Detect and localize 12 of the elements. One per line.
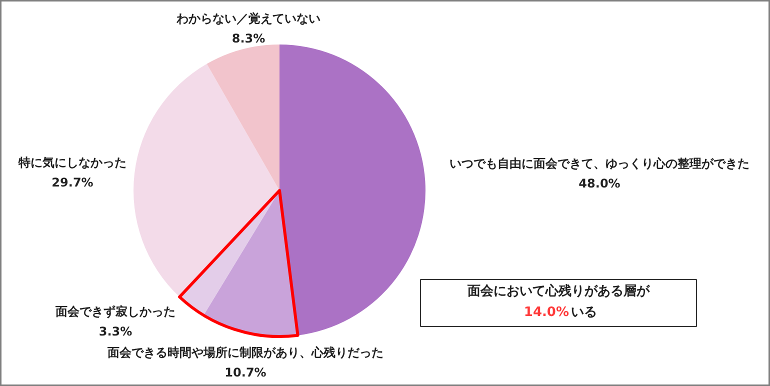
slice-label: わからない／覚えていない <box>176 12 320 26</box>
data-label: 29.7% <box>52 176 94 190</box>
slice-label: 面会できる時間や場所に制限があり、心残りだった <box>106 346 384 360</box>
slice-label: いつでも自由に面会できて、ゆっくり心の整理ができた <box>450 156 750 170</box>
text: 14.0%いる <box>524 305 597 320</box>
slice-label: 面会できず寂しかった <box>54 304 176 318</box>
data-label: 8.3% <box>232 32 266 46</box>
data-label: 10.7% <box>224 366 266 380</box>
text: 面会において心残りがある層が <box>466 283 650 299</box>
data-label: 48.0% <box>578 176 620 190</box>
data-label: 3.3% <box>98 324 132 338</box>
slice-label: 特に気にしなかった <box>18 156 126 170</box>
